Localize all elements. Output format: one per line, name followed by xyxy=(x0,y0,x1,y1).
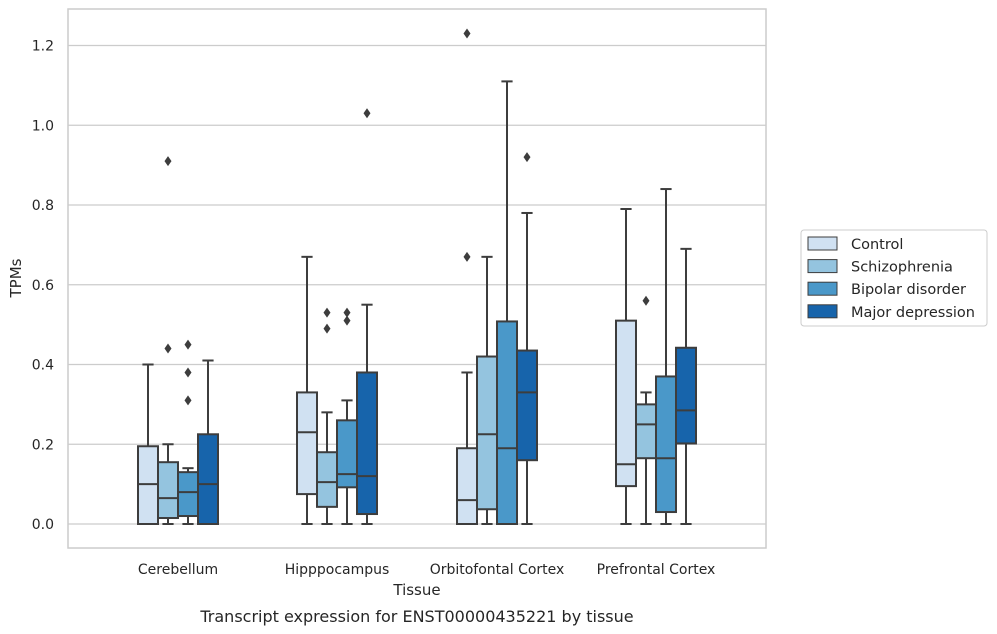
box-iqr xyxy=(157,461,179,520)
box-schizophrenia-1 xyxy=(316,307,338,525)
box-schizophrenia-2 xyxy=(476,255,498,525)
y-axis-label: TPMs xyxy=(7,258,25,298)
outlier-point xyxy=(463,28,471,39)
box-iqr xyxy=(296,391,318,496)
box-iqr xyxy=(316,451,338,508)
box-major-depression-2 xyxy=(516,152,538,525)
box-iqr xyxy=(655,375,677,514)
legend-swatch xyxy=(807,236,838,251)
box-iqr xyxy=(635,403,657,460)
box-bipolar-disorder-0 xyxy=(177,339,199,525)
box-iqr xyxy=(476,355,498,511)
box-iqr xyxy=(197,433,219,525)
box-control-2 xyxy=(456,28,478,525)
chart-caption: Transcript expression for ENST0000043522… xyxy=(199,607,633,626)
box-schizophrenia-3 xyxy=(635,295,657,525)
y-tick-label: 0.8 xyxy=(32,198,54,214)
legend-frame xyxy=(800,229,988,327)
y-tick-label: 0.2 xyxy=(32,437,54,453)
box-iqr xyxy=(615,319,637,488)
box-iqr xyxy=(496,320,518,525)
legend-swatch xyxy=(807,281,838,296)
legend-label: Major depression xyxy=(851,305,975,321)
box-iqr xyxy=(177,471,199,518)
outlier-point xyxy=(363,108,371,119)
legend-swatch xyxy=(807,259,838,274)
x-tick-label: Cerebellum xyxy=(138,562,218,578)
boxes-layer xyxy=(137,28,697,525)
outlier-point xyxy=(184,395,192,406)
outlier-point xyxy=(184,339,192,350)
legend: Control Schizophrenia Bipolar disorder Majo… xyxy=(800,229,988,327)
y-tick-label: 0.6 xyxy=(32,278,54,294)
outlier-point xyxy=(184,367,192,378)
y-tick-labels: 0.0 0.2 0.4 0.6 0.8 1.0 1.2 xyxy=(32,39,54,534)
legend-swatch xyxy=(807,304,838,319)
y-tick-label: 0.0 xyxy=(32,517,54,533)
x-axis-label: Tissue xyxy=(392,581,440,599)
x-tick-label: Prefrontal Cortex xyxy=(597,562,716,578)
x-tick-labels: Cerebellum Hipppocampus Orbitofontal Corte… xyxy=(138,562,715,578)
box-schizophrenia-0 xyxy=(157,156,179,525)
outlier-point xyxy=(343,315,351,326)
x-tick-label: Hipppocampus xyxy=(285,562,390,578)
legend-label: Schizophrenia xyxy=(851,260,953,276)
box-major-depression-0 xyxy=(197,359,219,525)
box-iqr xyxy=(456,447,478,525)
x-tick-label: Orbitofontal Cortex xyxy=(430,562,565,578)
outlier-point xyxy=(343,307,351,318)
legend-label: Bipolar disorder xyxy=(851,282,966,298)
box-iqr xyxy=(336,419,358,489)
y-tick-label: 1.0 xyxy=(32,118,54,134)
y-tick-label: 0.4 xyxy=(32,358,54,374)
box-iqr xyxy=(516,349,538,462)
box-iqr xyxy=(675,346,697,445)
box-iqr xyxy=(356,371,378,516)
box-major-depression-3 xyxy=(675,247,697,525)
box-major-depression-1 xyxy=(356,108,378,525)
outlier-point xyxy=(323,323,331,334)
outlier-point xyxy=(642,295,650,306)
outlier-point xyxy=(164,156,172,167)
outlier-point xyxy=(463,251,471,262)
outlier-point xyxy=(164,343,172,354)
box-control-1 xyxy=(296,255,318,525)
y-tick-label: 1.2 xyxy=(32,39,54,55)
legend-label: Control xyxy=(851,237,903,253)
outlier-point xyxy=(323,307,331,318)
outlier-point xyxy=(523,152,531,163)
